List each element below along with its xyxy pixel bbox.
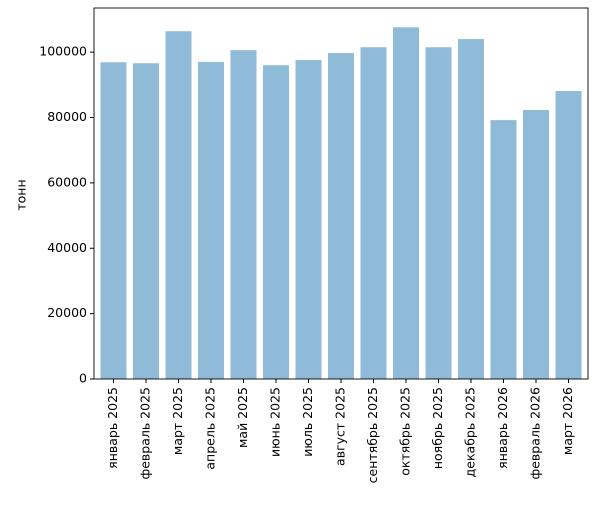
bar [523, 109, 549, 380]
bar [263, 65, 289, 380]
plot-frame [93, 7, 589, 380]
y-axis-label: тонн [14, 179, 29, 210]
bar [198, 61, 224, 379]
x-tick-label: декабрь 2025 [463, 387, 478, 477]
bar [295, 59, 322, 379]
bar [458, 39, 484, 380]
x-tick-label: ноябрь 2025 [430, 387, 445, 469]
y-tick-label: 40000 [47, 240, 87, 255]
bar [100, 62, 127, 379]
x-tick-label: март 2025 [170, 387, 185, 455]
x-tick-label: январь 2025 [105, 387, 120, 469]
y-tick-label: 100000 [39, 44, 87, 59]
bar [133, 63, 159, 380]
x-tick-label: июль 2025 [300, 387, 315, 457]
x-tick-label: октябрь 2025 [398, 387, 413, 476]
x-tick-label: август 2025 [333, 387, 348, 466]
y-tick-label: 60000 [47, 174, 87, 189]
x-tick-label: январь 2026 [495, 387, 510, 469]
x-tick-label: март 2026 [560, 387, 575, 455]
bar [425, 47, 452, 379]
y-tick-label: 20000 [47, 305, 87, 320]
x-tick-label: май 2025 [235, 387, 250, 448]
x-tick-label: февраль 2026 [528, 387, 543, 480]
bar [490, 120, 517, 379]
y-tick-label: 0 [79, 371, 87, 386]
x-tick-label: апрель 2025 [203, 387, 218, 470]
x-tick-label: февраль 2025 [138, 387, 153, 479]
y-tick-label: 80000 [47, 109, 87, 124]
bar [165, 31, 192, 380]
x-tick-label: июнь 2025 [268, 387, 283, 457]
bar [360, 47, 387, 379]
bar [555, 91, 582, 380]
bar [393, 27, 419, 380]
bar [328, 53, 354, 380]
bar [230, 50, 257, 380]
x-tick-label: сентябрь 2025 [365, 387, 380, 483]
